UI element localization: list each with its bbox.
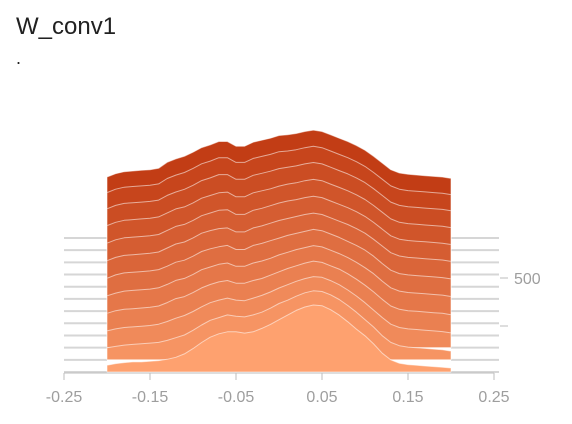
x-tick-label: 0.15 xyxy=(392,389,423,406)
chart-subtitle: . xyxy=(16,48,22,68)
chart-title: W_conv1 xyxy=(16,13,117,40)
x-tick-label: 0.05 xyxy=(306,389,337,406)
x-tick-label: -0.05 xyxy=(218,389,255,406)
x-axis: -0.25 -0.15 -0.05 0.05 0.15 0.25 xyxy=(46,372,510,406)
step-tick-label: 500 xyxy=(514,271,541,288)
step-axis: 500 xyxy=(500,271,541,327)
x-tick-label: -0.15 xyxy=(132,389,169,406)
x-tick-label: -0.25 xyxy=(46,389,83,406)
x-tick-label: 0.25 xyxy=(478,389,509,406)
histogram-layers xyxy=(106,129,452,373)
step-guides xyxy=(64,237,499,373)
histogram-layer xyxy=(106,304,452,373)
